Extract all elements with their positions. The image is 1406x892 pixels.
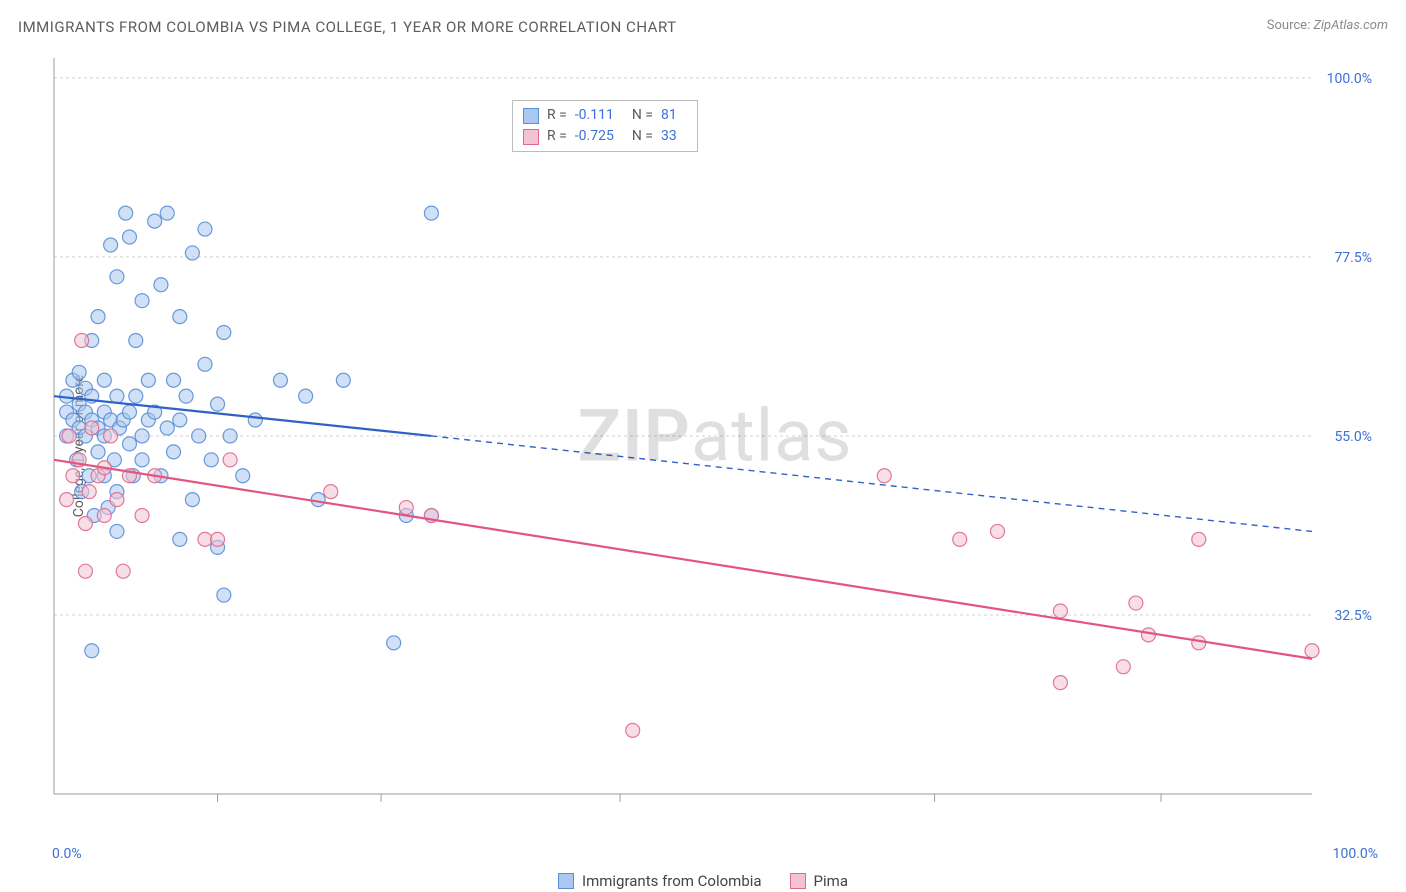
r-value-pima: -0.725	[575, 126, 614, 147]
legend-swatch-pima	[790, 873, 806, 889]
legend-swatch-colombia	[523, 108, 539, 124]
header: IMMIGRANTS FROM COLOMBIA VS PIMA COLLEGE…	[18, 18, 1388, 36]
r-label: R =	[547, 126, 567, 147]
r-value-colombia: -0.111	[575, 105, 614, 126]
source-name: ZipAtlas.com	[1313, 18, 1388, 33]
svg-text:32.5%: 32.5%	[1334, 608, 1372, 624]
source-attribution: Source: ZipAtlas.com	[1267, 18, 1388, 33]
x-axis-end-label: 100.0%	[1333, 846, 1378, 862]
svg-text:55.0%: 55.0%	[1334, 429, 1372, 445]
r-label: R =	[547, 105, 567, 126]
legend-label-pima: Pima	[814, 872, 848, 890]
chart-area: 32.5%55.0%77.5%100.0% ZIPatlas R = -0.11…	[52, 48, 1378, 824]
n-value-pima: 33	[661, 126, 677, 147]
chart-title: IMMIGRANTS FROM COLOMBIA VS PIMA COLLEGE…	[18, 18, 677, 36]
svg-text:100.0%: 100.0%	[1327, 71, 1372, 87]
legend-item-pima: Pima	[790, 872, 848, 890]
legend-item-colombia: Immigrants from Colombia	[558, 872, 762, 890]
legend-swatch-pima	[523, 129, 539, 145]
legend-correlation: R = -0.111 N = 81 R = -0.725 N = 33	[512, 100, 698, 152]
legend-series: Immigrants from Colombia Pima	[558, 872, 848, 890]
legend-label-colombia: Immigrants from Colombia	[582, 872, 762, 890]
scatter-plot: 32.5% 55.0% 77.5% 100.0%	[52, 48, 1378, 824]
source-prefix: Source:	[1267, 18, 1314, 33]
n-label: N =	[632, 105, 653, 126]
legend-swatch-colombia	[558, 873, 574, 889]
svg-text:77.5%: 77.5%	[1334, 250, 1372, 266]
legend-row: R = -0.725 N = 33	[523, 126, 687, 147]
n-value-colombia: 81	[661, 105, 677, 126]
legend-row: R = -0.111 N = 81	[523, 105, 687, 126]
n-label: N =	[632, 126, 653, 147]
x-axis-start-label: 0.0%	[52, 846, 82, 862]
